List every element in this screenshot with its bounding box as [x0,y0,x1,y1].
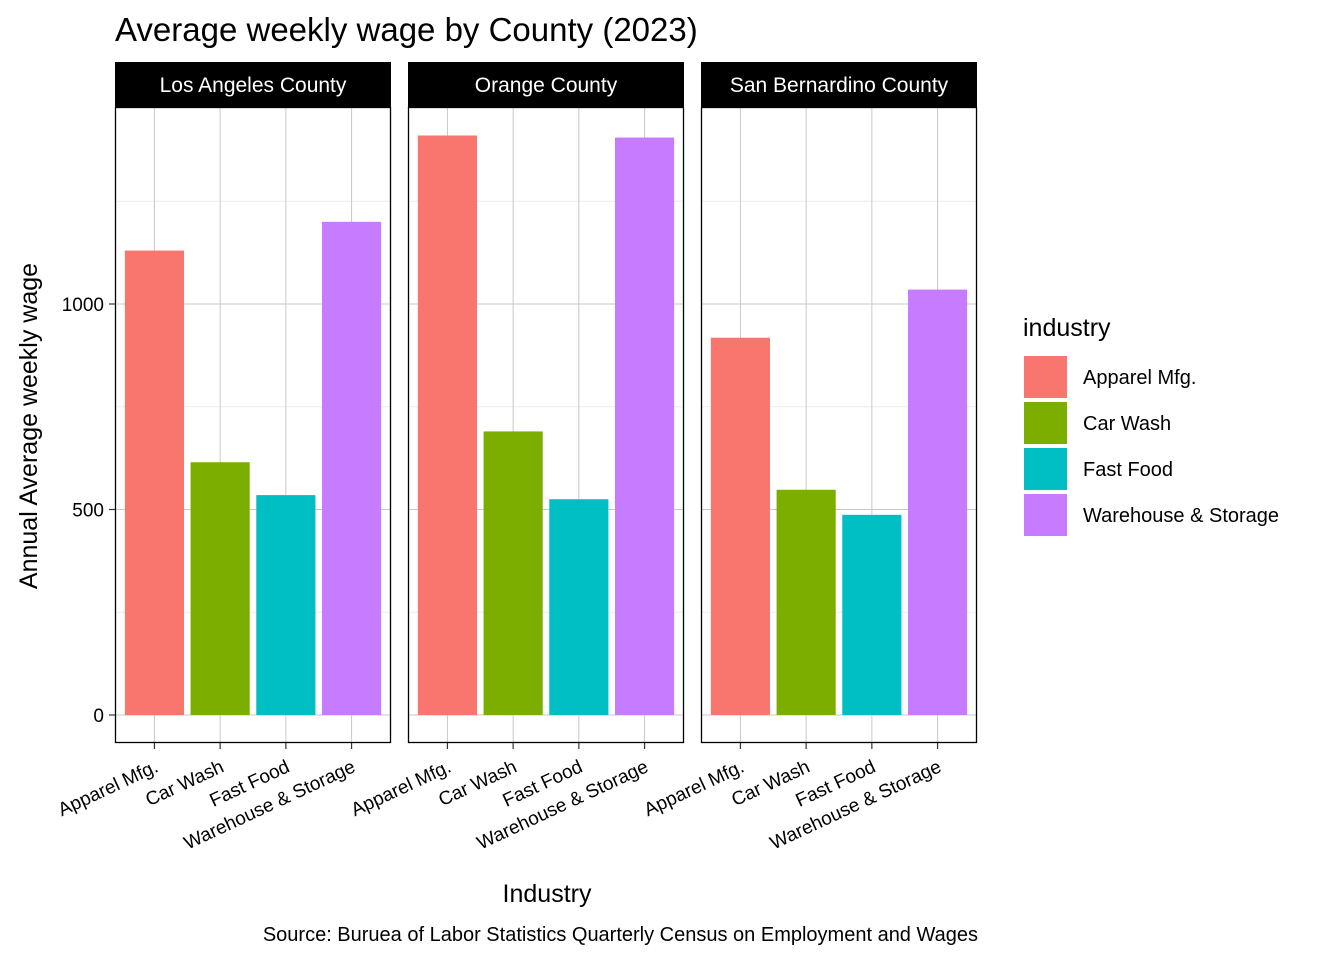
bar [124,250,184,715]
panel-border [407,106,685,744]
y-tick-label: 0 [93,706,104,727]
facet-strip-label: Los Angeles County [160,74,347,97]
bar [842,514,902,715]
y-tick-label: 1000 [62,295,104,316]
legend-key [1024,356,1067,398]
facet-strip [408,62,684,107]
bar [417,135,477,716]
bar [908,289,968,715]
x-tick-label: Apparel Mfg. [641,756,748,821]
legend-key [1024,494,1067,536]
y-tick-label: 500 [72,501,104,522]
facet-strip-label: Orange County [475,74,618,97]
bar [776,489,836,715]
bar [483,431,543,715]
x-tick-label: Apparel Mfg. [348,756,455,821]
legend-label: Fast Food [1083,459,1173,481]
chart-title: Average weekly wage by County (2023) [115,11,698,48]
legend-title: industry [1023,314,1111,342]
x-axis-label: Industry [503,880,592,908]
legend: industry Apparel Mfg. Car Wash Fast Food Wa… [1023,314,1279,536]
panel-border [114,106,392,744]
bar [710,337,770,715]
y-axis-label: Annual Average weekly wage [15,263,43,589]
facet-strip-label: San Bernardino County [730,74,949,97]
bar [615,137,675,716]
legend-label: Car Wash [1083,413,1171,435]
facet-strip [115,62,391,107]
x-tick-label: Apparel Mfg. [55,756,162,821]
bar [256,495,316,715]
chart-caption: Source: Buruea of Labor Statistics Quart… [263,924,978,946]
facet-strip [701,62,977,107]
legend-key [1024,448,1067,490]
legend-label: Warehouse & Storage [1083,505,1279,527]
panel-border [700,106,978,744]
legend-label: Apparel Mfg. [1083,367,1196,389]
y-axis: 0 500 1000 [62,295,115,727]
bar [549,499,609,715]
bar [322,221,382,716]
legend-key [1024,402,1067,444]
bar [190,462,250,715]
